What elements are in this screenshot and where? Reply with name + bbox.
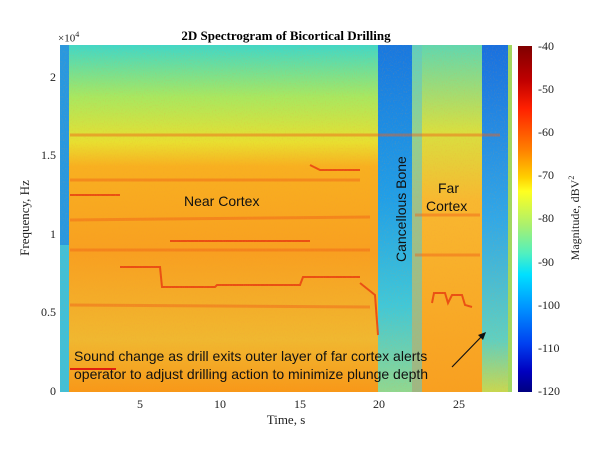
x-axis-label: Time, s bbox=[266, 412, 306, 427]
y-axis-exponent: ×104 bbox=[58, 30, 80, 45]
colorbar-tick: -40 bbox=[538, 39, 554, 53]
caption-line-1: Sound change as drill exits outer layer … bbox=[74, 348, 428, 364]
spectrogram-image bbox=[60, 45, 512, 392]
colorbar-tick: -120 bbox=[538, 384, 560, 398]
y-tick: 2 bbox=[50, 70, 56, 84]
far-cortex-label-line2: Cortex bbox=[426, 198, 468, 214]
y-tick: 0 bbox=[50, 384, 56, 398]
y-axis-label: Frequency, Hz bbox=[17, 180, 32, 256]
x-tick: 20 bbox=[373, 397, 385, 411]
colorbar-tick: -50 bbox=[538, 82, 554, 96]
colorbar-label: Magnitude, dBV2 bbox=[567, 175, 582, 261]
colorbar-tick: -90 bbox=[538, 255, 554, 269]
colorbar-tick: -100 bbox=[538, 298, 560, 312]
spectrogram-plot-area bbox=[60, 45, 512, 392]
far-cortex-label-line1: Far bbox=[438, 180, 459, 196]
colorbar-tick: -110 bbox=[538, 341, 560, 355]
chart-title: 2D Spectrogram of Bicortical Drilling bbox=[181, 28, 391, 43]
y-tick: 0.5 bbox=[41, 305, 56, 319]
drill-exit-caption: Sound change as drill exits outer layer … bbox=[74, 347, 428, 383]
x-tick: 5 bbox=[137, 397, 143, 411]
colorbar-tick: -60 bbox=[538, 125, 554, 139]
colorbar bbox=[518, 46, 532, 392]
x-tick: 25 bbox=[453, 397, 465, 411]
near-cortex-label: Near Cortex bbox=[184, 193, 260, 209]
y-tick: 1.5 bbox=[41, 148, 56, 162]
x-tick: 15 bbox=[294, 397, 306, 411]
y-tick: 1 bbox=[50, 227, 56, 241]
cancellous-bone-label: Cancellous Bone bbox=[393, 156, 409, 262]
x-tick: 10 bbox=[214, 397, 226, 411]
colorbar-tick: -70 bbox=[538, 168, 554, 182]
colorbar-tick: -80 bbox=[538, 211, 554, 225]
caption-line-2: operator to adjust drilling action to mi… bbox=[74, 366, 429, 382]
